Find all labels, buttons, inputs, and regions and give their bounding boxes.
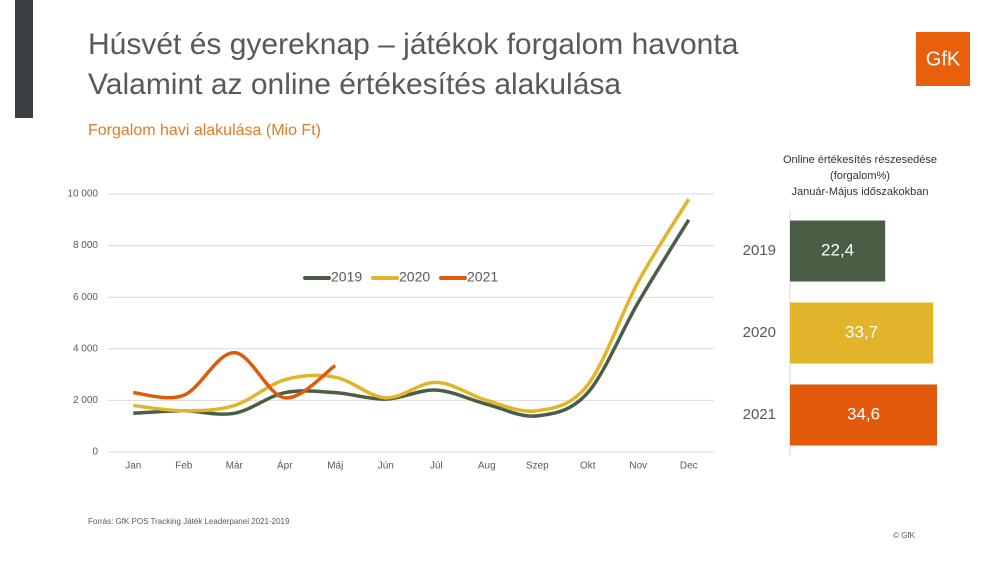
legend-label: 2019 bbox=[331, 269, 362, 285]
x-tick-label: Okt bbox=[580, 461, 596, 472]
slide-title: Valamint az online értékesítés alakulása bbox=[88, 68, 621, 101]
chart-title: Forgalom havi alakulása (Mio Ft) bbox=[88, 122, 321, 139]
logo-box bbox=[916, 32, 970, 86]
slide-title: Húsvét és gyereknap – játékok forgalom h… bbox=[88, 28, 739, 61]
bar bbox=[790, 220, 886, 282]
value-label: 22,4 bbox=[821, 240, 854, 259]
y-tick-label: 10 000 bbox=[67, 189, 98, 200]
bar-chart-title: Január-Május időszakokban bbox=[792, 186, 929, 198]
x-tick-label: Ápr bbox=[277, 459, 293, 472]
value-label: 34,6 bbox=[847, 404, 880, 423]
x-tick-label: Júl bbox=[430, 461, 443, 472]
legend-label: 2021 bbox=[467, 269, 498, 285]
category-label: 2020 bbox=[743, 324, 776, 341]
line-series bbox=[133, 218, 691, 418]
legend-label: 2020 bbox=[399, 269, 430, 285]
y-tick-label: 8 000 bbox=[73, 240, 98, 251]
bar-chart-title: (forgalom%) bbox=[830, 170, 890, 182]
x-tick-label: Aug bbox=[478, 461, 496, 472]
y-tick-label: 2 000 bbox=[73, 395, 98, 406]
x-tick-label: Jan bbox=[125, 461, 141, 472]
x-tick-label: Már bbox=[226, 461, 244, 472]
copyright: © GfK bbox=[893, 531, 916, 540]
x-tick-label: Szep bbox=[526, 461, 549, 472]
x-tick-label: Feb bbox=[175, 461, 193, 472]
source: Forrás: GfK POS Tracking Játék Leaderpan… bbox=[88, 517, 290, 526]
accent-bar bbox=[15, 0, 33, 118]
category-label: 2019 bbox=[743, 242, 776, 259]
x-tick-label: Nov bbox=[629, 461, 647, 472]
x-tick-label: Jún bbox=[378, 461, 394, 472]
y-tick-label: 0 bbox=[92, 447, 98, 458]
line-series bbox=[133, 198, 691, 413]
x-tick-label: Dec bbox=[680, 461, 698, 472]
line-series bbox=[133, 350, 337, 400]
category-label: 2021 bbox=[743, 406, 776, 423]
logo: GfK bbox=[926, 48, 961, 70]
x-tick-label: Máj bbox=[327, 461, 343, 472]
y-tick-label: 4 000 bbox=[73, 343, 98, 354]
bar-chart-title: Online értékesítés részesedése bbox=[783, 154, 937, 166]
bar bbox=[790, 384, 937, 446]
y-tick-label: 6 000 bbox=[73, 292, 98, 303]
bar bbox=[790, 302, 934, 364]
value-label: 33,7 bbox=[845, 322, 878, 341]
